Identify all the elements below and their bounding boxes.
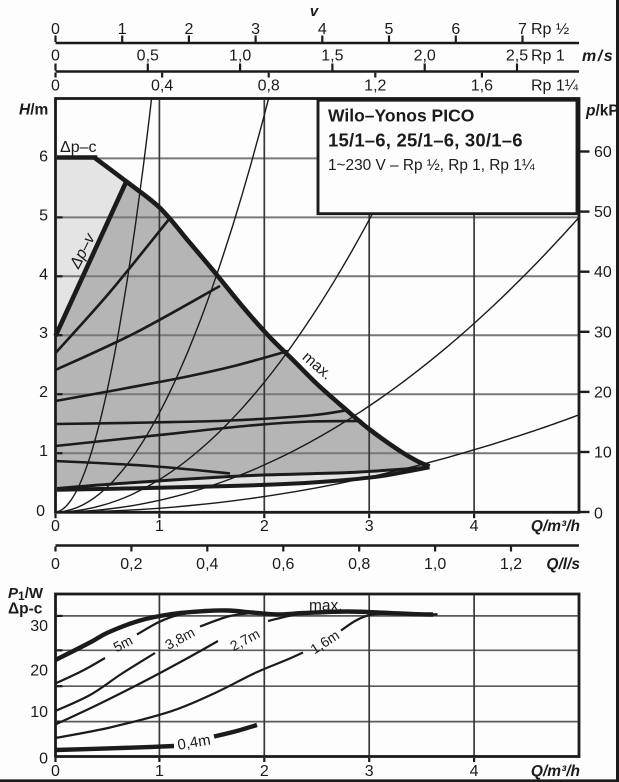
svg-text:p/kPa: p/kPa <box>585 103 619 120</box>
svg-text:0: 0 <box>36 503 45 520</box>
svg-text:40: 40 <box>594 264 612 281</box>
svg-text:3: 3 <box>251 21 260 38</box>
svg-text:Rp 1: Rp 1 <box>531 48 565 65</box>
svg-text:m/s: m/s <box>582 48 613 65</box>
svg-text:2,0: 2,0 <box>414 48 436 65</box>
svg-text:Rp ½: Rp ½ <box>531 21 569 38</box>
svg-text:1,2: 1,2 <box>364 78 386 95</box>
svg-text:60: 60 <box>594 144 612 161</box>
svg-text:0: 0 <box>51 21 60 38</box>
svg-text:0: 0 <box>51 518 60 535</box>
svg-text:1,0: 1,0 <box>229 48 251 65</box>
svg-text:4: 4 <box>470 763 479 780</box>
svg-text:2: 2 <box>39 384 48 401</box>
svg-text:3: 3 <box>39 325 48 342</box>
svg-text:0: 0 <box>51 556 60 573</box>
svg-text:10: 10 <box>594 445 612 462</box>
svg-text:0: 0 <box>51 48 60 65</box>
svg-text:0,5: 0,5 <box>137 48 159 65</box>
svg-text:4: 4 <box>470 518 479 535</box>
svg-text:Q/l/s: Q/l/s <box>546 556 580 573</box>
svg-text:6: 6 <box>39 148 48 165</box>
svg-text:Q/m³/h: Q/m³/h <box>531 763 580 780</box>
svg-text:20: 20 <box>594 384 612 401</box>
svg-text:0: 0 <box>39 751 48 768</box>
svg-text:30: 30 <box>30 618 48 635</box>
svg-text:Δp–c: Δp–c <box>60 139 96 156</box>
svg-text:1,6: 1,6 <box>471 78 493 95</box>
svg-text:0: 0 <box>51 763 60 780</box>
svg-text:0: 0 <box>594 506 603 523</box>
svg-text:1,2: 1,2 <box>500 556 522 573</box>
svg-text:Q/m³/h: Q/m³/h <box>531 518 580 535</box>
svg-text:3: 3 <box>365 763 374 780</box>
svg-text:7: 7 <box>518 21 527 38</box>
svg-text:5m: 5m <box>110 632 135 655</box>
svg-text:2: 2 <box>260 763 269 780</box>
svg-text:6: 6 <box>451 21 460 38</box>
svg-text:2,5: 2,5 <box>506 48 528 65</box>
svg-text:4: 4 <box>39 266 48 283</box>
svg-text:15/1–6, 25/1–6, 30/1–6: 15/1–6, 25/1–6, 30/1–6 <box>328 130 523 151</box>
svg-text:max.: max. <box>309 598 343 615</box>
svg-text:1: 1 <box>39 443 48 460</box>
svg-text:1,0: 1,0 <box>424 556 446 573</box>
svg-text:v: v <box>310 3 320 20</box>
svg-text:2: 2 <box>260 518 269 535</box>
svg-text:10: 10 <box>30 704 48 721</box>
svg-text:1: 1 <box>118 21 127 38</box>
svg-text:1: 1 <box>155 518 164 535</box>
svg-text:H/m: H/m <box>19 102 48 119</box>
svg-text:0: 0 <box>51 78 60 95</box>
svg-text:0,8: 0,8 <box>258 78 280 95</box>
svg-text:Wilo–Yonos PICO: Wilo–Yonos PICO <box>328 106 474 126</box>
svg-text:0,6: 0,6 <box>272 556 294 573</box>
svg-text:0,4: 0,4 <box>196 556 218 573</box>
svg-text:0,4m: 0,4m <box>176 732 212 754</box>
svg-text:2: 2 <box>184 21 193 38</box>
svg-text:5: 5 <box>385 21 394 38</box>
svg-text:0,8: 0,8 <box>348 556 370 573</box>
svg-text:Rp 1¼: Rp 1¼ <box>531 78 579 95</box>
svg-text:4: 4 <box>318 21 327 38</box>
svg-text:50: 50 <box>594 204 612 221</box>
svg-text:0,4: 0,4 <box>151 78 173 95</box>
svg-text:1: 1 <box>155 763 164 780</box>
svg-text:30: 30 <box>594 324 612 341</box>
svg-text:1,5: 1,5 <box>321 48 343 65</box>
svg-text:Δp-c: Δp-c <box>8 601 43 618</box>
svg-text:20: 20 <box>30 662 48 679</box>
svg-text:0,2: 0,2 <box>120 556 142 573</box>
svg-text:3: 3 <box>365 518 374 535</box>
svg-text:5: 5 <box>39 207 48 224</box>
svg-text:1~230 V – Rp ½, Rp 1, Rp 1¼: 1~230 V – Rp ½, Rp 1, Rp 1¼ <box>328 157 535 174</box>
svg-text:P1/W: P1/W <box>8 585 44 603</box>
